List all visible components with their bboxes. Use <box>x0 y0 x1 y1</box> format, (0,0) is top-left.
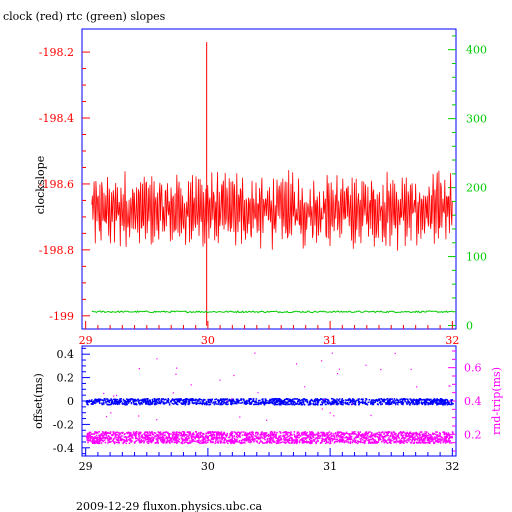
x-tick-label: 30 <box>201 460 215 473</box>
y-tick-label: -0.4 <box>53 442 74 455</box>
x-tick-label: 32 <box>445 460 459 473</box>
chart-title: clock (red) rtc (green) slopes <box>3 10 166 23</box>
rndtrip-points <box>85 352 454 445</box>
bottom-ylabel: offset(ms) <box>32 373 45 429</box>
offset-points <box>85 398 454 406</box>
y-tick-label: 0 <box>67 395 74 408</box>
y2-tick-label: 200 <box>466 182 487 195</box>
x-tick-label: 30 <box>201 334 215 347</box>
x-tick-label: 31 <box>323 334 337 347</box>
x-tick-label: 29 <box>79 334 93 347</box>
footer-credit: 2009-12-29 fluxon.physics.ubc.ca <box>76 500 262 512</box>
x-tick-label: 32 <box>445 334 459 347</box>
y2-tick-label: 0.4 <box>464 395 482 408</box>
y-tick-label: -198.4 <box>39 112 74 125</box>
y-tick-label: -198.2 <box>39 46 74 59</box>
y2-tick-label: 0 <box>466 320 473 333</box>
y-tick-label: -198.6 <box>39 178 74 191</box>
top-panel: -198.2 -198.4 -198.6 -198.8 -199 0 100 200 300 40… <box>39 28 487 347</box>
y2-tick-label: 0.2 <box>464 428 482 441</box>
rtc-series-line <box>91 310 453 314</box>
y-tick-label: 0.4 <box>57 348 75 361</box>
x-tick-label: 31 <box>323 460 337 473</box>
bottom-panel: 0.4 0.2 0 -0.2 -0.4 0.6 0.4 0.2 29 30 31 32 <box>53 345 482 473</box>
y-tick-label: -199 <box>49 310 74 323</box>
y2-tick-label: 0.6 <box>464 362 482 375</box>
y-tick-label: 0.2 <box>57 372 75 385</box>
top-ylabel: clockslope <box>34 156 47 214</box>
clock-series-line <box>91 170 453 251</box>
y2-tick-label: 100 <box>466 251 487 264</box>
y-tick-label: -198.8 <box>39 244 74 257</box>
x-tick-label: 29 <box>79 460 93 473</box>
y2-tick-label: 300 <box>466 113 487 126</box>
bottom-right-ylabel: rnd-trip(ms) <box>490 367 503 435</box>
y2-tick-label: 400 <box>466 44 487 57</box>
plot-frame <box>81 28 457 330</box>
y-tick-label: -0.2 <box>53 418 74 431</box>
